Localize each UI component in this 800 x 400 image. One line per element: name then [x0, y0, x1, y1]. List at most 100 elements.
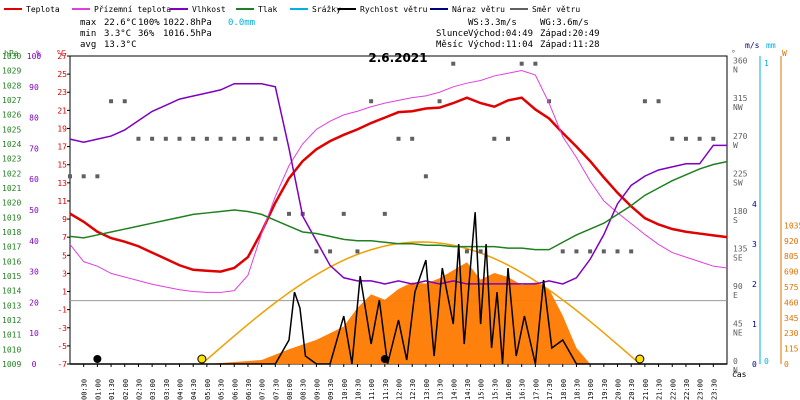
temp-tick: 11 [57, 197, 67, 206]
dir-tick-deg: 315 [733, 94, 748, 103]
wind-direction-point [588, 249, 593, 254]
temp-tick: 13 [57, 179, 67, 188]
wind-direction-point [683, 136, 688, 141]
wind-direction-point [136, 136, 141, 141]
humidity-tick: 0 [32, 360, 37, 369]
dir-tick-deg: 225 [733, 169, 748, 178]
pressure-tick: 1028 [2, 81, 21, 90]
humidity-tick: 90 [29, 83, 39, 92]
wind-direction-point [95, 174, 100, 179]
wind-direction-point [697, 136, 702, 141]
legend-label: Tlak [258, 5, 277, 14]
axis-unit-hpa: hPa [4, 49, 19, 58]
moon-rise: Východ:11:04 [468, 40, 533, 50]
x-tick-label: 22:00 [669, 379, 677, 400]
w-tick: 345 [784, 314, 799, 323]
wind-direction-point [191, 136, 196, 141]
temp-tick: 17 [57, 143, 67, 152]
ms-tick: 0 [752, 360, 757, 369]
legend-label: Náraz větru [452, 5, 505, 14]
temp-tick: -7 [57, 360, 67, 369]
wind-direction-point [314, 249, 319, 254]
stats-block: max 22.6°C 100% 1022.8hPa 0.0mm min 3.3°… [80, 18, 600, 50]
pressure-tick: 1019 [2, 213, 21, 222]
ms-tick: 4 [752, 200, 757, 209]
x-tick-label: 11:00 [368, 379, 376, 400]
wind-direction-point [478, 249, 483, 254]
legend-label: Vlhkost [192, 5, 226, 14]
stats-max-press: 1022.8hPa [163, 18, 212, 28]
axis-unit-w: W [782, 49, 787, 58]
x-tick-label: 19:30 [601, 379, 609, 400]
x-tick-label: 20:30 [628, 379, 636, 400]
x-tick-label: 16:30 [519, 379, 527, 400]
x-tick-label: 10:30 [354, 379, 362, 400]
moon-marker [93, 355, 102, 363]
dir-tick-deg: 360 [733, 57, 748, 66]
humidity-tick: 20 [29, 298, 39, 307]
ms-tick: 3 [752, 240, 757, 249]
x-tick-label: 06:30 [245, 379, 253, 400]
w-tick: 0 [784, 360, 789, 369]
temp-tick: 9 [62, 215, 67, 224]
humidity-tick: 10 [29, 329, 39, 338]
x-tick-label: 15:00 [478, 379, 486, 400]
stats-avg-temp: 13.3°C [104, 40, 137, 50]
x-tick-label: 01:00 [94, 379, 102, 400]
wind-direction-point [218, 136, 223, 141]
temp-tick: -5 [57, 342, 67, 351]
legend-label: Rychlost větru [360, 5, 428, 14]
w-tick: 575 [784, 283, 799, 292]
x-tick-label: 20:00 [615, 379, 623, 400]
wind-direction-point [355, 249, 360, 254]
sun-elevation-curve [201, 241, 641, 365]
wind-direction-point [492, 136, 497, 141]
pressure-tick: 1029 [2, 67, 21, 76]
x-tick-label: 02:30 [135, 379, 143, 400]
stats-max-label: max [80, 18, 97, 28]
axis-unit-hum: % [36, 49, 41, 58]
w-tick: 230 [784, 329, 799, 338]
temp-tick: 7 [62, 233, 67, 242]
wind-direction-point [232, 136, 237, 141]
x-tick-label: 07:30 [272, 379, 280, 400]
axes-group: hPa% °C °m/s mmW103010291028102710261025102… [2, 41, 800, 400]
x-tick-label: 05:00 [204, 379, 212, 400]
wind-direction-point [437, 99, 442, 104]
wind-direction-point [163, 136, 168, 141]
wind-direction-point [423, 174, 428, 179]
humidity-tick: 50 [29, 206, 39, 215]
dir-tick-label: N [733, 66, 738, 75]
wind-direction-point [410, 136, 415, 141]
temp-tick: 15 [57, 161, 67, 170]
dir-tick-deg: 45 [733, 319, 743, 328]
stats-min-press: 1016.5hPa [163, 29, 212, 39]
wind-direction-point [451, 61, 456, 66]
wind-direction-point [245, 136, 250, 141]
x-tick-label: 04:00 [177, 379, 185, 400]
w-tick: 690 [784, 268, 799, 277]
pressure-tick: 1020 [2, 199, 21, 208]
wind-direction-point [670, 136, 675, 141]
solar-radiation-area [70, 262, 727, 364]
pressure-tick: 1016 [2, 257, 21, 266]
x-tick-label: 09:30 [327, 379, 335, 400]
wind-direction-point [533, 61, 538, 66]
x-tick-label: 08:00 [286, 379, 294, 400]
wind-direction-point [122, 99, 127, 104]
humidity-tick: 100 [27, 52, 42, 61]
moon-set: Západ:11:28 [540, 40, 600, 50]
w-tick: 805 [784, 252, 799, 261]
wind-direction-point [287, 211, 291, 216]
legend-label: Teplota [26, 5, 60, 14]
wind-direction-point [519, 61, 524, 66]
x-tick-label: 12:30 [409, 379, 417, 400]
x-tick-label: 00:30 [81, 379, 89, 400]
temp-tick: -3 [57, 324, 67, 333]
stats-max-temp: 22.6°C [104, 18, 137, 28]
x-tick-label: 16:00 [505, 379, 513, 400]
pressure-tick: 1012 [2, 316, 21, 325]
x-tick-label: 05:30 [218, 379, 226, 400]
w-tick: 1035 [784, 221, 800, 230]
